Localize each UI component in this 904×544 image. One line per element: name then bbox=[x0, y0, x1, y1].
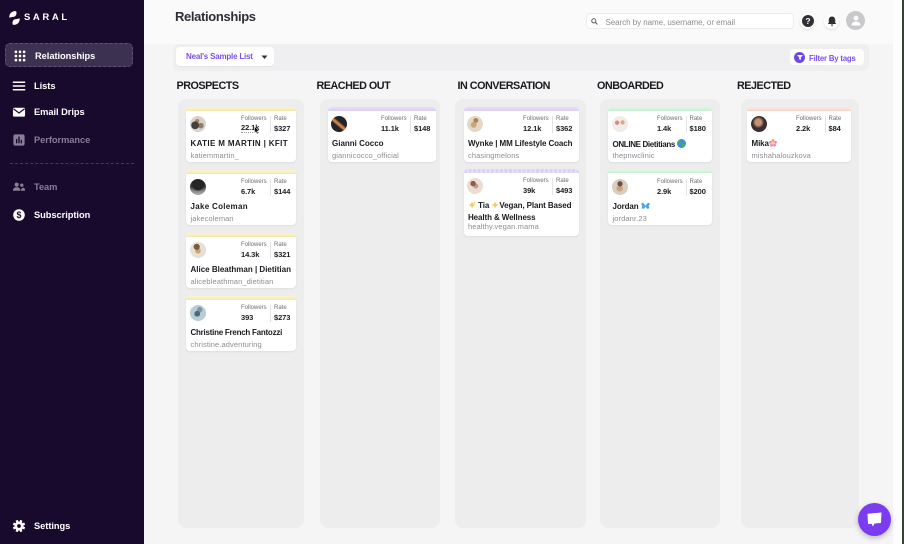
svg-text:$: $ bbox=[17, 210, 22, 220]
svg-text:?: ? bbox=[805, 16, 810, 26]
